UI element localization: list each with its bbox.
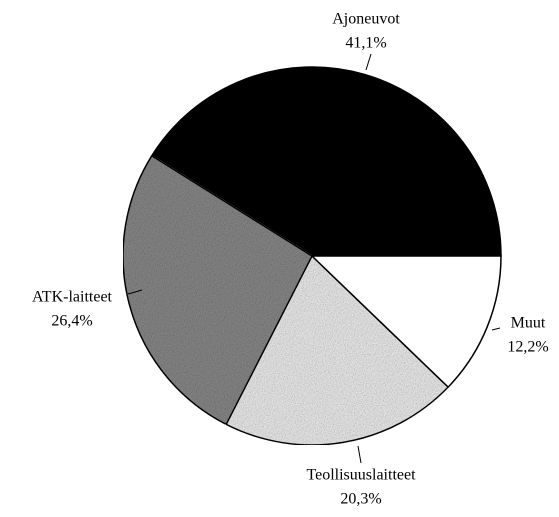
- pie-slice: [150, 66, 502, 257]
- pie-slice: [122, 154, 313, 426]
- pie-slice: [310, 255, 502, 389]
- slice-value-label: 20,3%: [340, 491, 381, 508]
- leader-line: [127, 289, 143, 295]
- slice-value-label: 26,4%: [51, 313, 92, 330]
- leader-line: [491, 327, 501, 331]
- slice-label: Teollisuuslaitteet: [306, 467, 416, 484]
- leader-line: [365, 53, 372, 71]
- leader-line: [357, 445, 362, 464]
- slice-value-label: 12,2%: [507, 339, 548, 356]
- pie-slice: [225, 254, 450, 446]
- slice-label: Ajoneuvot: [332, 11, 400, 28]
- slice-label: Muut: [511, 315, 546, 332]
- slice-value-label: 41,1%: [345, 35, 386, 52]
- slice-label: ATK-laitteet: [32, 289, 113, 306]
